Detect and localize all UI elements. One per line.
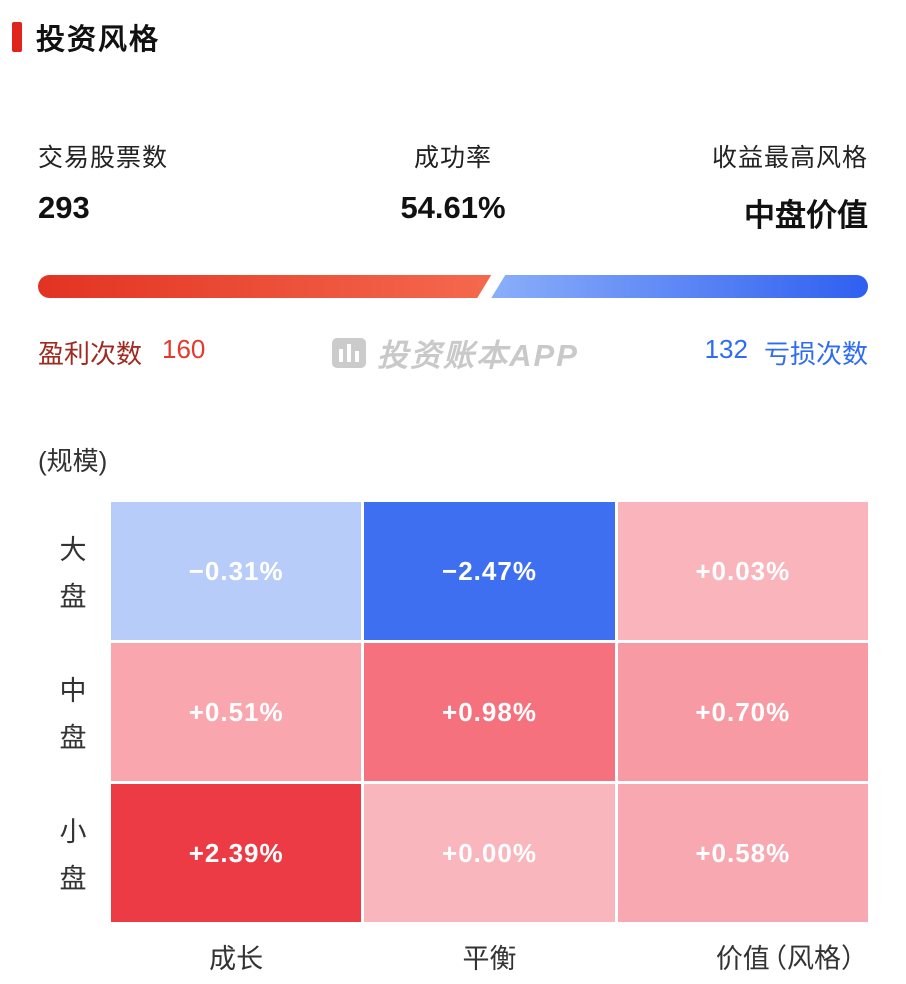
page-title: 投资风格 (36, 24, 161, 56)
heatmap-col-axis-label: （风格） (760, 943, 868, 974)
heatmap-cell-r1c2: +0.70% (617, 643, 868, 781)
heatmap-cell-r2c1: +0.00% (364, 784, 615, 922)
loss-count-label: 亏损次数 (763, 339, 868, 369)
heatmap-cell-r1c0: +0.51% (111, 643, 362, 781)
stat-success-rate-value: 54.61% (400, 190, 506, 225)
profit-loss-bar (38, 275, 868, 298)
stat-traded-stocks-label: 交易股票数 (38, 144, 169, 172)
stat-best-style: 收益最高风格 中盘价值 (591, 138, 868, 235)
profit-bar-segment (38, 275, 491, 298)
heatmap-row-label-0: 大盘 (59, 535, 87, 612)
heatmap-row-label-1: 中盘 (59, 676, 87, 753)
heatmap-row-axis-label: (规模) (38, 446, 108, 476)
heatmap-grid: 大盘 −0.31% −2.47% +0.03% 中盘 +0.51% +0.98% +0.70%… (38, 502, 868, 922)
stat-success-rate-label: 成功率 (414, 144, 493, 172)
watermark-text: 投资账本APP (377, 338, 579, 373)
heatmap-column-labels: 成长 平衡 价值 （风格） (38, 928, 868, 984)
app-logo-icon (332, 337, 367, 368)
heatmap-cell-r1c1: +0.98% (364, 643, 615, 781)
stat-traded-stocks-value: 293 (38, 190, 90, 225)
profit-count-value: 160 (162, 334, 206, 364)
stat-best-style-label: 收益最高风格 (712, 144, 869, 172)
profit-count-label: 盈利次数 (38, 339, 143, 369)
stats-row: 交易股票数 293 成功率 54.61% 收益最高风格 中盘价值 (38, 138, 868, 235)
heatmap-cell-r2c0: +2.39% (111, 784, 362, 922)
heatmap-row-label-2: 小盘 (59, 817, 87, 894)
loss-count-value: 132 (704, 334, 748, 364)
stat-traded-stocks: 交易股票数 293 (38, 138, 315, 235)
stat-success-rate: 成功率 54.61% (315, 138, 592, 235)
heatmap-cell-r0c1: −2.47% (364, 502, 615, 640)
loss-bar-segment (491, 275, 868, 298)
profit-count-group: 盈利次数 160 (38, 334, 205, 371)
col-label-growth: 成长 (209, 943, 264, 974)
heatmap-cell-r2c2: +0.58% (617, 784, 868, 922)
counts-row: 盈利次数 160 投资账本APP 132 亏损次数 (38, 330, 868, 375)
heatmap-cell-r0c2: +0.03% (617, 502, 868, 640)
stats-card: 交易股票数 293 成功率 54.61% 收益最高风格 中盘价值 盈利次数 16… (0, 138, 906, 984)
col-label-balanced: 平衡 (462, 943, 517, 974)
loss-count-group: 132 亏损次数 (705, 334, 868, 371)
stat-best-style-value: 中盘价值 (744, 198, 869, 233)
heatmap-cell-r0c0: −0.31% (111, 502, 362, 640)
watermark: 投资账本APP (205, 330, 704, 375)
section-accent-bar (12, 22, 22, 52)
section-header: 投资风格 (0, 0, 906, 66)
